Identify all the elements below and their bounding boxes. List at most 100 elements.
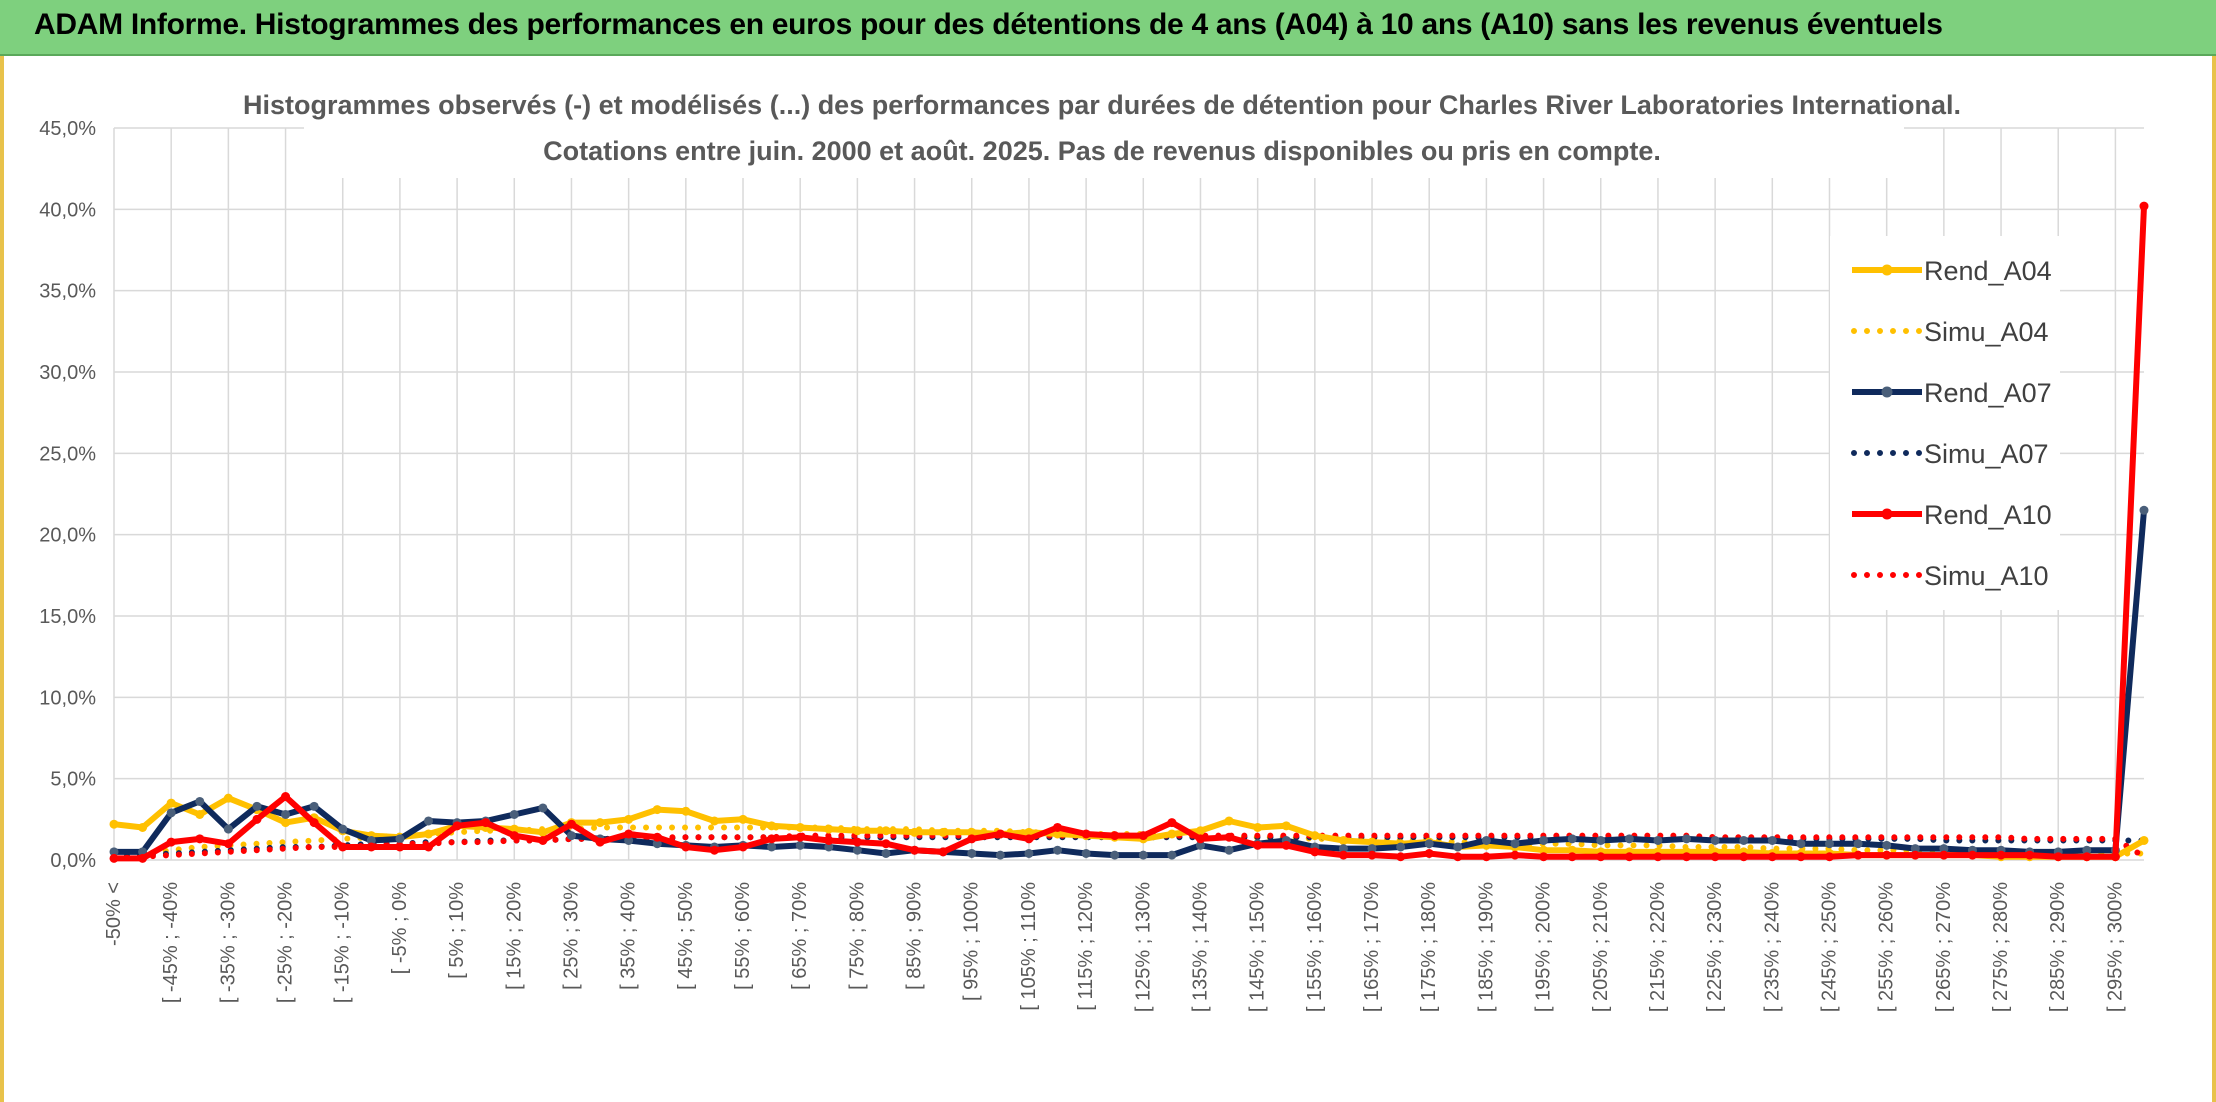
data-point-rend_a10 bbox=[1253, 840, 1263, 850]
data-point-rend_a07 bbox=[252, 801, 262, 811]
data-point-rend_a07 bbox=[1539, 835, 1549, 845]
data-point-rend_a07 bbox=[1453, 842, 1463, 852]
data-point-rend_a07 bbox=[1596, 835, 1606, 845]
data-point-rend_a10 bbox=[709, 845, 719, 855]
x-tick-label: [ 285% ; 290% bbox=[2047, 882, 2069, 1012]
chart-svg: 0,0% 5,0% 10,0% 15,0% 20,0% 25,0% 30,0% 35,0% 40… bbox=[39, 84, 2149, 1012]
data-point-rend_a04 bbox=[595, 818, 605, 828]
data-point-rend_a10 bbox=[1024, 834, 1034, 844]
data-point-rend_a10 bbox=[767, 834, 777, 844]
data-point-rend_a04 bbox=[738, 814, 748, 824]
x-tick-label: [ 165% ; 170% bbox=[1361, 882, 1383, 1012]
data-point-rend_a04 bbox=[424, 829, 434, 839]
data-point-rend_a10 bbox=[1824, 852, 1834, 862]
data-point-rend_a10 bbox=[1996, 850, 2006, 860]
data-point-rend_a07 bbox=[223, 824, 233, 834]
x-tick-label: [ 145% ; 150% bbox=[1247, 882, 1269, 1012]
data-point-rend_a04 bbox=[795, 822, 805, 832]
data-point-rend_a10 bbox=[595, 837, 605, 847]
data-point-rend_a07 bbox=[366, 835, 376, 845]
y-tick-label: 40,0% bbox=[39, 199, 96, 221]
data-point-rend_a10 bbox=[1338, 850, 1348, 860]
data-point-rend_a10 bbox=[1910, 850, 1920, 860]
data-point-rend_a04 bbox=[1338, 835, 1348, 845]
x-tick-label: [ 175% ; 180% bbox=[1418, 882, 1440, 1012]
data-point-rend_a07 bbox=[2139, 505, 2149, 515]
data-point-rend_a07 bbox=[538, 803, 548, 813]
data-point-rend_a04 bbox=[1539, 845, 1549, 855]
data-point-rend_a07 bbox=[1739, 835, 1749, 845]
data-point-rend_a04 bbox=[281, 818, 291, 828]
x-tick-label: [ 115% ; 120% bbox=[1075, 882, 1097, 1011]
data-point-rend_a10 bbox=[1882, 850, 1892, 860]
data-point-rend_a04 bbox=[624, 814, 634, 824]
data-point-rend_a10 bbox=[1224, 832, 1234, 842]
data-point-rend_a07 bbox=[1053, 845, 1063, 855]
chart-subtitle-line: Histogrammes observés (-) et modélisés (… bbox=[243, 90, 1961, 120]
data-point-rend_a10 bbox=[1539, 852, 1549, 862]
data-point-rend_a10 bbox=[1710, 852, 1720, 862]
data-point-rend_a04 bbox=[652, 805, 662, 815]
data-point-rend_a10 bbox=[1624, 852, 1634, 862]
data-point-rend_a07 bbox=[1853, 839, 1863, 849]
data-point-rend_a07 bbox=[1882, 840, 1892, 850]
data-point-rend_a04 bbox=[1367, 837, 1377, 847]
x-tick-label: [ -45% ; -40% bbox=[160, 882, 182, 1003]
chart-subtitle-line: Cotations entre juin. 2000 et août. 2025… bbox=[543, 136, 1661, 166]
data-point-rend_a04 bbox=[1024, 827, 1034, 837]
data-point-rend_a07 bbox=[338, 824, 348, 834]
data-point-rend_a10 bbox=[681, 842, 691, 852]
data-point-rend_a04 bbox=[1567, 845, 1577, 855]
data-point-rend_a10 bbox=[1767, 852, 1777, 862]
data-point-rend_a10 bbox=[1053, 822, 1063, 832]
x-tick-label: [ -25% ; -20% bbox=[275, 882, 297, 1003]
series-line-rend_a07 bbox=[114, 510, 2147, 859]
data-point-rend_a07 bbox=[824, 842, 834, 852]
data-point-rend_a04 bbox=[2139, 835, 2149, 845]
data-point-rend_a07 bbox=[1624, 834, 1634, 844]
x-tick-label: [ 255% ; 260% bbox=[1876, 882, 1898, 1012]
data-point-rend_a07 bbox=[652, 839, 662, 849]
data-point-rend_a10 bbox=[281, 792, 291, 802]
data-point-rend_a07 bbox=[1510, 839, 1520, 849]
x-tick-label: [ 55% ; 60% bbox=[732, 882, 754, 990]
data-point-rend_a10 bbox=[2139, 201, 2149, 211]
data-point-rend_a10 bbox=[1367, 850, 1377, 860]
data-point-rend_a10 bbox=[852, 837, 862, 847]
x-tick-label: [ 45% ; 50% bbox=[675, 882, 697, 990]
x-tick-label: [ 5% ; 10% bbox=[446, 882, 468, 979]
data-point-rend_a10 bbox=[795, 832, 805, 842]
data-point-rend_a07 bbox=[1424, 839, 1434, 849]
y-tick-label: 10,0% bbox=[39, 687, 96, 709]
data-point-rend_a10 bbox=[1453, 852, 1463, 862]
x-tick-label: [ 155% ; 160% bbox=[1304, 882, 1326, 1012]
data-point-rend_a04 bbox=[109, 819, 119, 829]
subtitle-background bbox=[304, 84, 1904, 178]
data-point-rend_a07 bbox=[1939, 844, 1949, 854]
x-tick-label: [ 35% ; 40% bbox=[618, 882, 640, 990]
data-point-rend_a04 bbox=[223, 793, 233, 803]
x-tick-label: [ 85% ; 90% bbox=[904, 882, 926, 990]
data-point-rend_a04 bbox=[767, 821, 777, 831]
title-banner: ADAM Informe. Histogrammes des performan… bbox=[0, 0, 2216, 56]
data-point-rend_a10 bbox=[1110, 831, 1120, 841]
data-point-rend_a07 bbox=[109, 847, 119, 857]
data-point-rend_a04 bbox=[195, 809, 205, 819]
data-point-rend_a10 bbox=[1567, 852, 1577, 862]
chart-frame: 0,0% 5,0% 10,0% 15,0% 20,0% 25,0% 30,0% 35,0% 40… bbox=[0, 56, 2216, 1102]
data-point-rend_a07 bbox=[995, 850, 1005, 860]
data-point-rend_a07 bbox=[1081, 848, 1091, 858]
data-point-rend_a10 bbox=[509, 831, 519, 841]
data-point-rend_a07 bbox=[624, 835, 634, 845]
data-point-rend_a07 bbox=[1224, 845, 1234, 855]
data-point-rend_a04 bbox=[681, 806, 691, 816]
data-point-rend_a10 bbox=[1310, 847, 1320, 857]
x-tick-label: [ 25% ; 30% bbox=[560, 882, 582, 990]
data-point-rend_a07 bbox=[424, 816, 434, 826]
data-point-rend_a10 bbox=[2110, 852, 2120, 862]
data-point-rend_a07 bbox=[566, 831, 576, 841]
data-point-rend_a07 bbox=[767, 842, 777, 852]
data-point-rend_a10 bbox=[967, 834, 977, 844]
legend-label: Rend_A10 bbox=[1924, 500, 2052, 530]
data-point-rend_a07 bbox=[967, 848, 977, 858]
